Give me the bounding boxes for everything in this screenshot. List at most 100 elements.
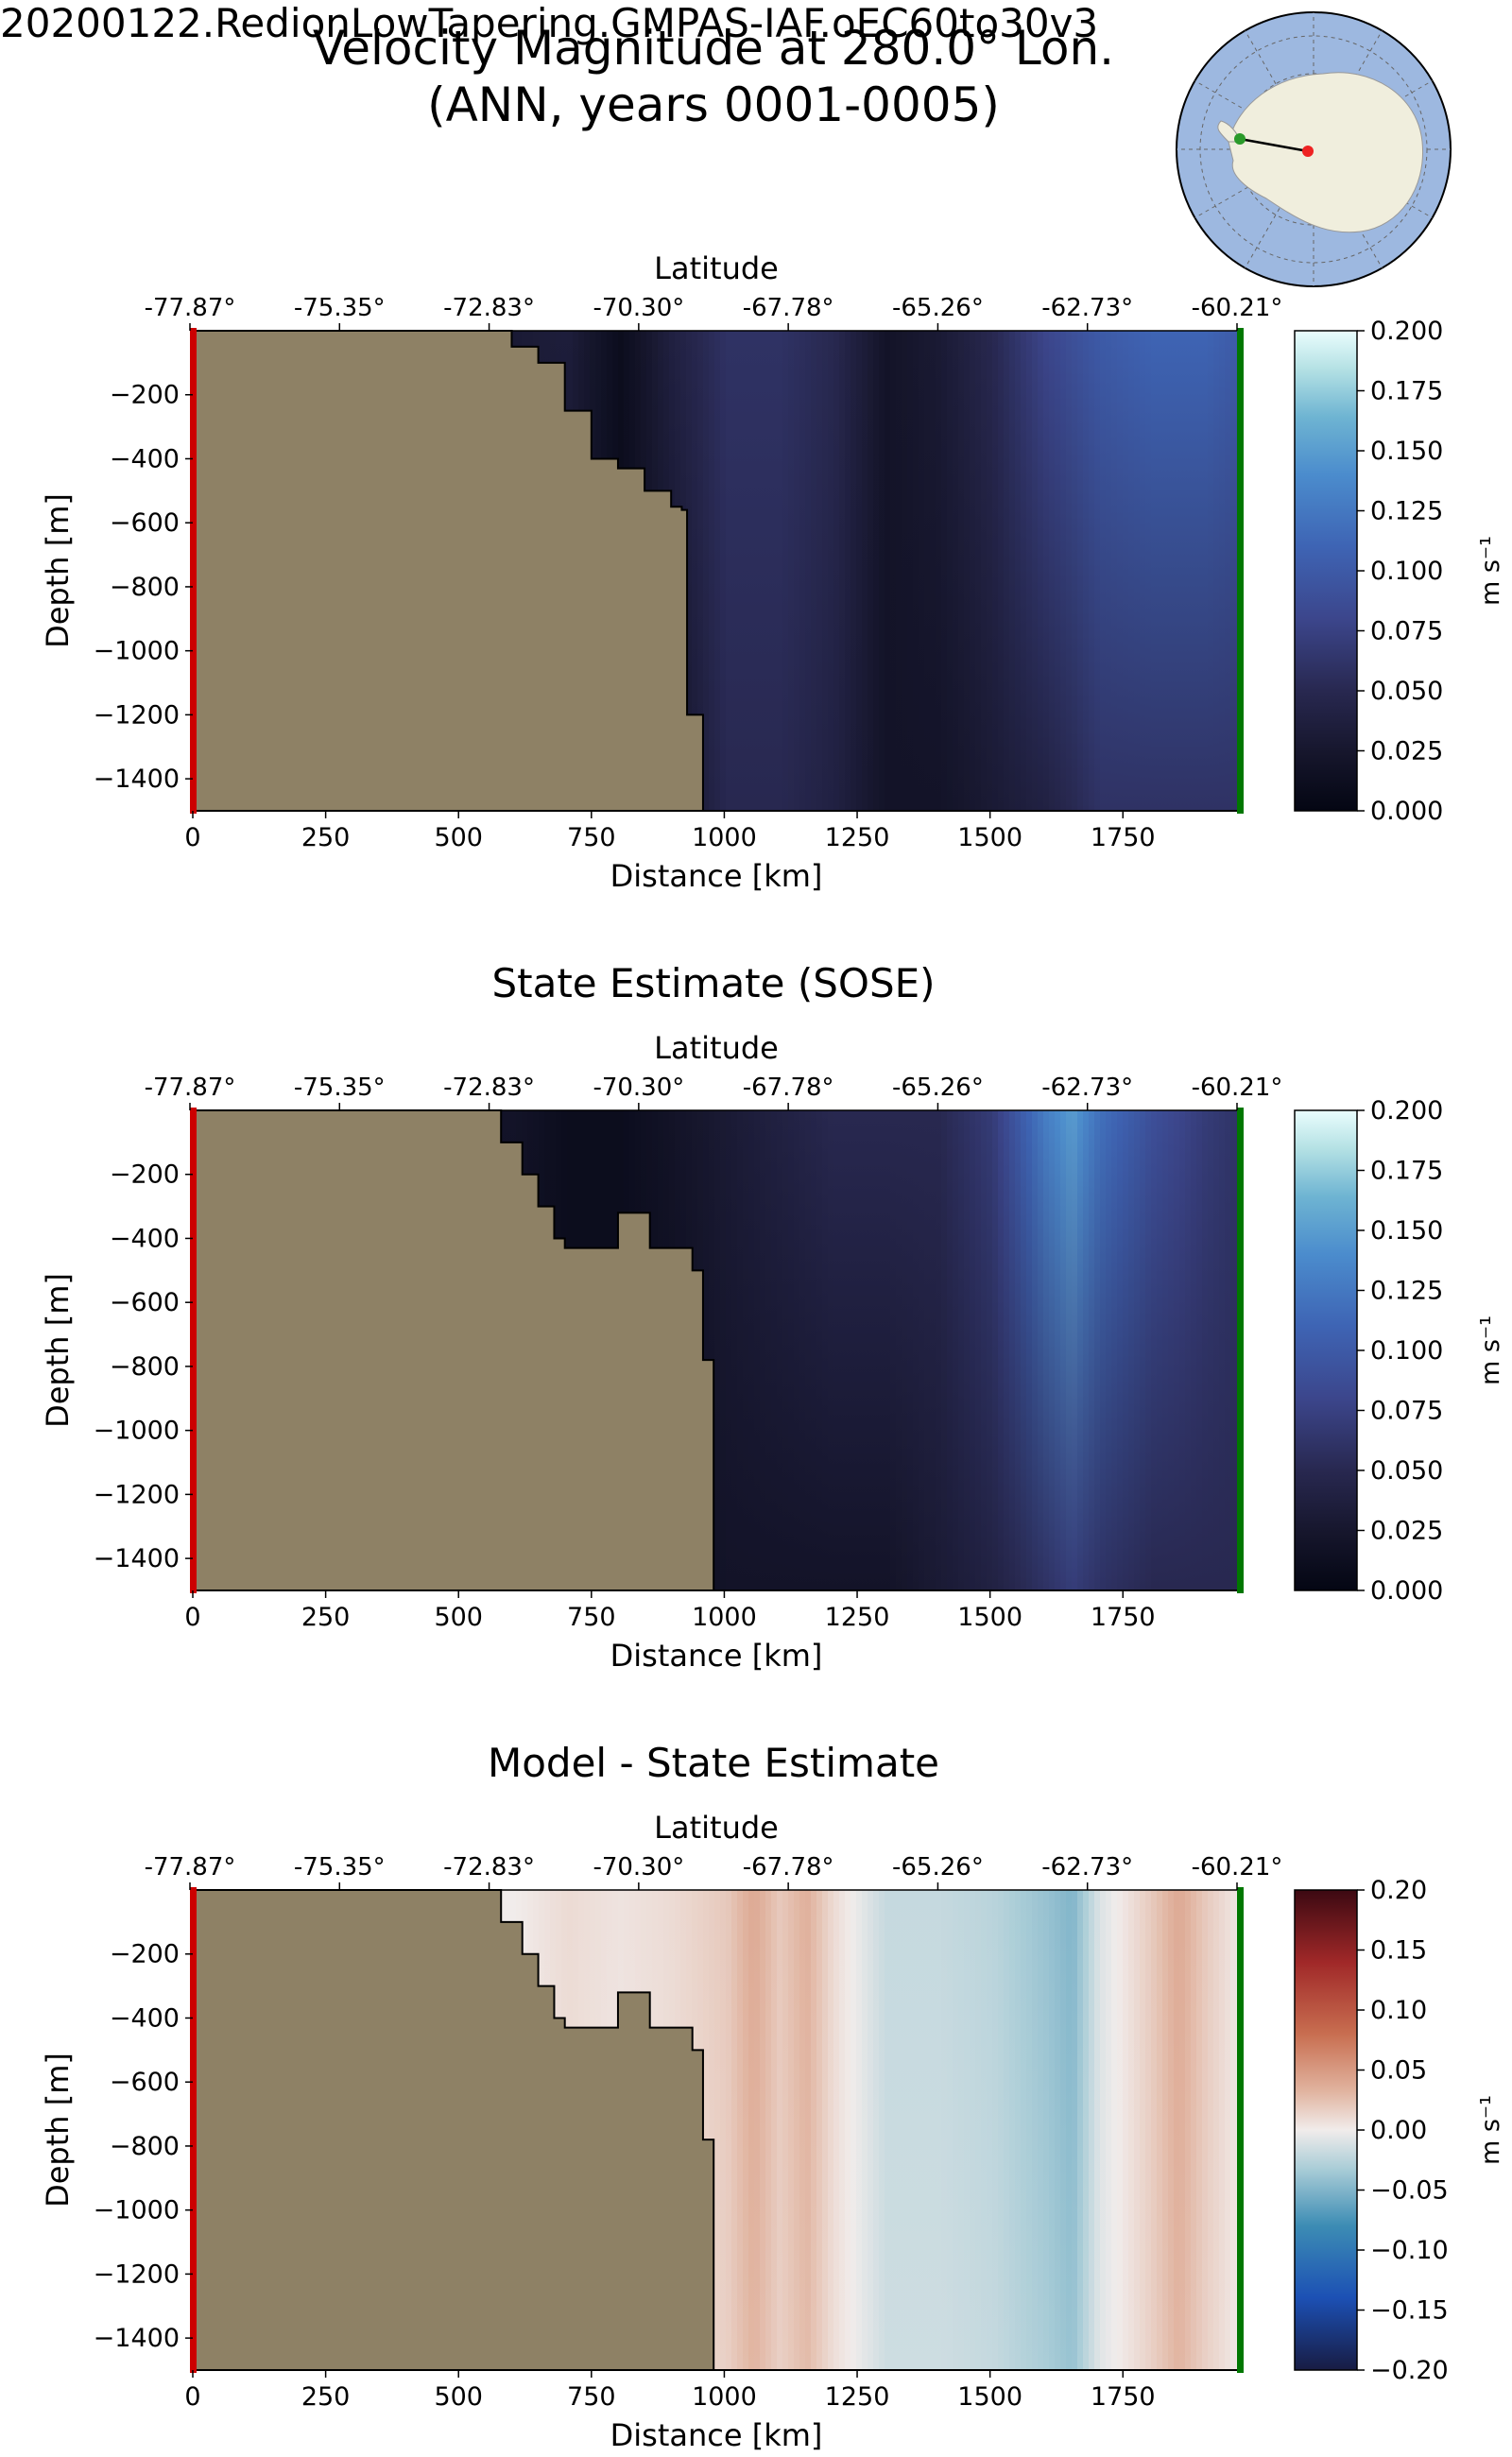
colorbar-tick-label: 0.200 [1370,1096,1443,1125]
field-column [1094,331,1101,811]
field-column [941,1110,948,1590]
x-tick-label: 750 [567,1603,616,1632]
field-column [1123,1890,1129,2370]
lat-tick-label: -75.35° [294,1074,386,1102]
panel-2: State Estimate (SOSE) 0 250 500 750 1000 1250 1… [40,960,1505,1674]
y-tick-label: −1400 [94,1544,180,1573]
field-column [1191,1890,1197,2370]
field-column [1179,1110,1186,1590]
field-column [896,1110,902,1590]
field-column [1225,1890,1231,2370]
field-column [913,1890,919,2370]
field-column [788,331,795,811]
field-column [726,1110,732,1590]
field-column [998,331,1005,811]
field-column [1123,1110,1129,1590]
field-column [1032,1890,1039,2370]
lat-tick-label: -67.78° [743,294,834,322]
colorbar-tick-label: 0.025 [1370,1517,1443,1546]
field-column [822,1110,829,1590]
field-column [947,331,954,811]
field-column [794,1110,800,1590]
x-tick-label: 750 [567,2382,616,2412]
field-column [1117,1890,1124,2370]
field-column [1043,1890,1050,2370]
field-column [981,1890,988,2370]
lat-tick-label: -75.35° [294,1853,386,1881]
y-tick-label: −400 [110,1224,180,1253]
field-column [1066,1110,1073,1590]
field-column [896,1890,902,2370]
field-column [1021,331,1027,811]
field-column [975,331,982,811]
field-column [868,1110,874,1590]
field-column [1004,331,1010,811]
field-column [1049,1890,1056,2370]
lat-tick-label: -75.35° [294,294,386,322]
field-column [953,1890,959,2370]
y-tick-label: −800 [110,573,180,602]
y-tick-label: −1400 [94,2324,180,2353]
field-column [1111,1110,1118,1590]
field-column [981,331,988,811]
field-column [805,331,812,811]
x-tick-label: 1500 [957,2382,1022,2412]
field-column [1140,331,1146,811]
field-column [1083,331,1090,811]
field-column [760,331,766,811]
inset-map [1176,11,1452,287]
colorbar [1294,1889,1358,2371]
colorbar-tick-label: 0.150 [1370,1216,1443,1246]
field-column [1196,1890,1203,2370]
field-column [1145,331,1152,811]
field-column [1026,331,1033,811]
field-column [1151,331,1158,811]
field-column [885,1890,891,2370]
field-column [970,1890,976,2370]
x-tick-label: 1250 [825,1603,890,1632]
field-column [1219,1110,1226,1590]
field-column [765,1110,772,1590]
field-column [1077,1110,1084,1590]
field-column [1230,1890,1237,2370]
field-column [1015,1890,1022,2370]
field-column [896,331,902,811]
y-tick-label: −800 [110,2132,180,2161]
field-column [782,1890,789,2370]
field-column [1106,1890,1112,2370]
field-column [913,1110,919,1590]
lat-tick-label: -65.26° [892,1074,984,1102]
field-column [754,1110,761,1590]
field-column [1179,1890,1186,2370]
seafloor-mask [192,1109,1240,1591]
colorbar-tick-label: 0.05 [1370,2056,1427,2086]
field-column [1213,331,1220,811]
colorbar-tick-label: 0.175 [1370,1157,1443,1186]
field-column [720,331,727,811]
figure-title-line1: Velocity Magnitude at 280.0° Lon. [312,21,1115,76]
colorbar-tick-label: 0.150 [1370,437,1443,466]
section-start-marker [190,1108,197,1593]
colorbar [1294,1109,1358,1591]
field-column [958,1110,965,1590]
field-column [1026,1110,1033,1590]
field-column [998,1890,1005,2370]
field-column [720,1110,727,1590]
field-column [1111,331,1118,811]
field-column [731,1890,738,2370]
field-column [1196,1110,1203,1590]
lat-tick-label: -67.78° [743,1074,834,1102]
x-axis-label: Distance [km] [610,858,823,894]
field-column [1060,331,1067,811]
field-column [964,331,971,811]
field-column [828,1890,834,2370]
field-column [850,331,857,811]
field-column [833,331,840,811]
field-column [743,1110,749,1590]
field-column [1038,331,1044,811]
colorbar-tick-label: 0.15 [1370,1936,1427,1966]
field-column [873,1110,880,1590]
field-column [1219,1890,1226,2370]
seafloor-mask [192,1889,1240,2371]
field-column [1021,1890,1027,2370]
